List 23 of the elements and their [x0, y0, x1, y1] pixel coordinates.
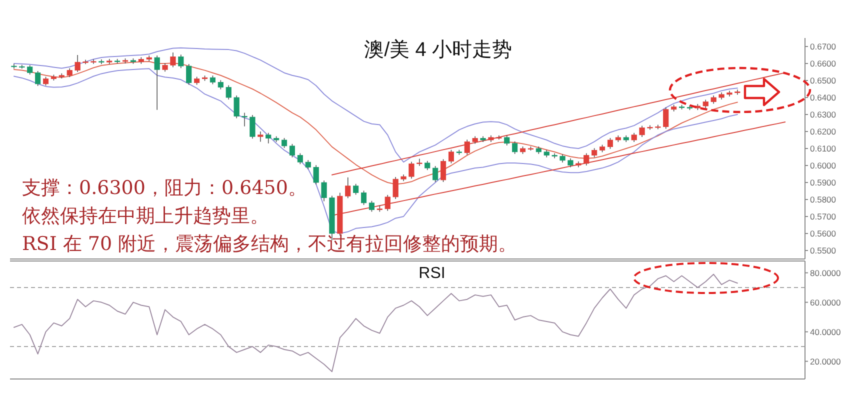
y-tick-label: 0.6500 — [810, 76, 836, 86]
y-tick-label: 0.5800 — [810, 194, 836, 204]
y-tick-label: 0.5600 — [810, 228, 836, 238]
y-tick-label: 80.0000 — [810, 268, 841, 278]
y-tick-label: 0.6100 — [810, 144, 836, 154]
y-tick-label: 0.6200 — [810, 126, 836, 136]
y-tick-label: 0.5700 — [810, 212, 836, 222]
y-tick-label: 20.0000 — [810, 356, 841, 366]
annotation: RSI 在 70 附近，震荡偏多结构，不过有拉回修整的预期。 — [22, 233, 518, 255]
y-tick-label: 0.6300 — [810, 110, 836, 120]
y-tick-label: 40.0000 — [810, 326, 841, 337]
y-tick-label: 0.6600 — [810, 58, 836, 68]
y-tick-label: 0.5500 — [810, 246, 836, 256]
chart-title: 澳/美 4 小时走势 — [364, 38, 512, 61]
y-tick-label: 60.0000 — [810, 297, 841, 308]
y-tick-label: 0.6400 — [810, 92, 836, 102]
annotation: 依然保持在中期上升趋势里。 — [22, 205, 269, 227]
annotation: 支撑：0.6300，阻力：0.6450。 — [22, 177, 307, 199]
chart-title: RSI — [418, 265, 446, 282]
y-tick-label: 0.6700 — [810, 42, 836, 52]
line-series — [331, 72, 786, 176]
y-tick-label: 0.5900 — [810, 178, 836, 188]
y-tick-label: 0.6000 — [810, 160, 836, 170]
